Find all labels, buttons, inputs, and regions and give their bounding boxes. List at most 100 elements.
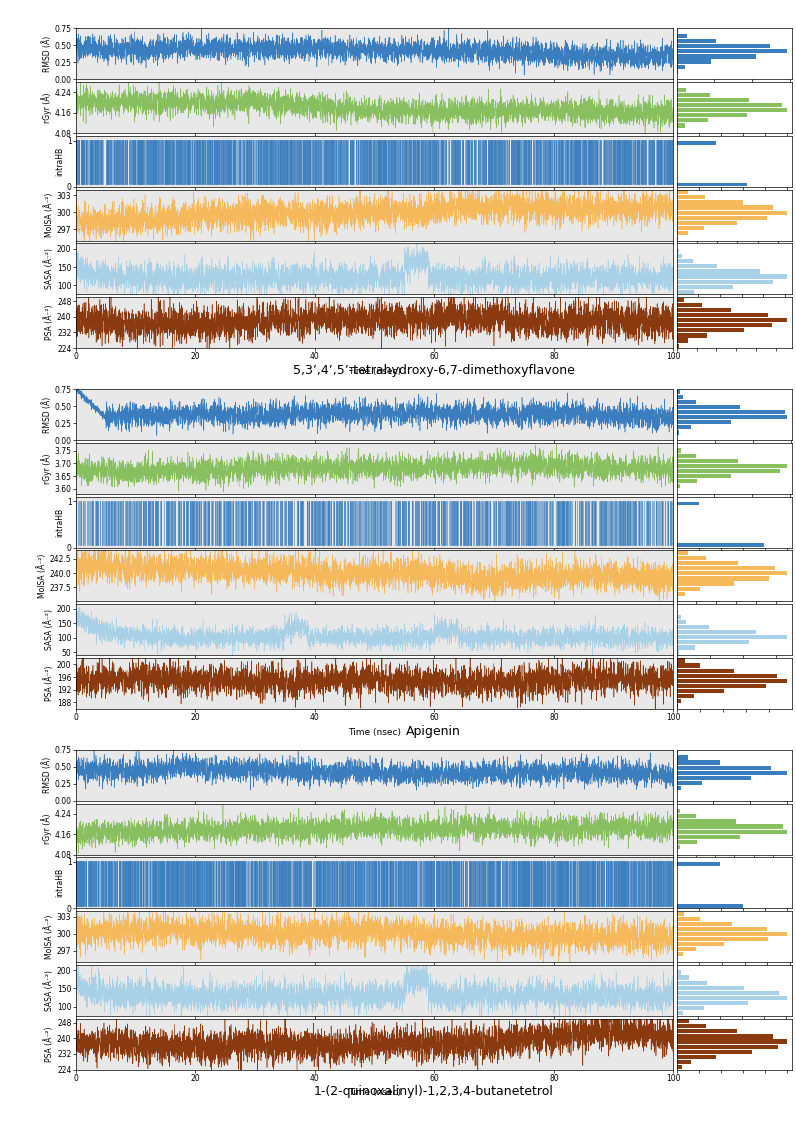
- Bar: [677, 640, 749, 645]
- Bar: [677, 679, 786, 683]
- Bar: [677, 420, 732, 425]
- Bar: [677, 591, 685, 596]
- Bar: [677, 630, 755, 634]
- Bar: [677, 1024, 706, 1029]
- Bar: [677, 195, 705, 199]
- Bar: [677, 226, 704, 230]
- Bar: [677, 215, 767, 220]
- Bar: [677, 44, 771, 48]
- Bar: [677, 469, 780, 473]
- Bar: [677, 279, 773, 284]
- Bar: [677, 771, 786, 775]
- Y-axis label: RMSD (Å): RMSD (Å): [42, 35, 52, 72]
- Bar: [677, 689, 724, 694]
- Bar: [677, 221, 737, 224]
- Bar: [677, 254, 682, 259]
- Bar: [677, 765, 771, 770]
- Bar: [677, 474, 732, 478]
- Bar: [677, 83, 678, 87]
- Bar: [677, 141, 716, 145]
- Bar: [677, 809, 681, 813]
- Y-axis label: MolSA (Å⁻²): MolSA (Å⁻²): [37, 554, 47, 598]
- Bar: [677, 566, 775, 571]
- Y-axis label: SASA (Å⁻²): SASA (Å⁻²): [45, 969, 54, 1010]
- Y-axis label: PSA (Å⁻²): PSA (Å⁻²): [45, 665, 54, 702]
- X-axis label: Time (nsec): Time (nsec): [348, 728, 401, 737]
- Bar: [677, 502, 699, 506]
- Y-axis label: intraHB: intraHB: [55, 868, 64, 898]
- Bar: [677, 118, 708, 123]
- Bar: [677, 415, 786, 419]
- Bar: [677, 829, 786, 834]
- Bar: [677, 562, 738, 565]
- Bar: [677, 646, 696, 649]
- Bar: [677, 289, 694, 294]
- Bar: [677, 819, 736, 823]
- Bar: [677, 431, 679, 434]
- Bar: [677, 587, 700, 591]
- Bar: [677, 103, 782, 107]
- Bar: [677, 264, 717, 269]
- Bar: [677, 615, 681, 618]
- Bar: [677, 480, 696, 483]
- Bar: [677, 231, 688, 235]
- Bar: [677, 270, 760, 273]
- Bar: [677, 55, 755, 58]
- Bar: [677, 344, 679, 347]
- Bar: [677, 200, 743, 205]
- Bar: [677, 49, 786, 54]
- Bar: [677, 556, 706, 560]
- Bar: [677, 260, 693, 263]
- Bar: [677, 658, 685, 663]
- Y-axis label: RMSD (Å): RMSD (Å): [42, 396, 52, 433]
- Bar: [677, 927, 767, 931]
- Bar: [677, 1034, 773, 1039]
- Bar: [677, 835, 739, 838]
- Bar: [677, 551, 688, 555]
- Bar: [677, 459, 739, 462]
- Y-axis label: intraHB: intraHB: [55, 508, 64, 536]
- Y-axis label: rGyr (Å): rGyr (Å): [41, 92, 52, 123]
- Y-axis label: PSA (Å⁻²): PSA (Å⁻²): [45, 305, 54, 341]
- Text: 5,3’,4’,5’-tetrahydroxy-6,7-dimethoxyflavone: 5,3’,4’,5’-tetrahydroxy-6,7-dimethoxyfla…: [293, 364, 575, 377]
- Bar: [677, 425, 690, 429]
- Bar: [677, 98, 749, 103]
- Bar: [677, 338, 688, 343]
- Bar: [677, 932, 786, 936]
- Bar: [677, 966, 678, 969]
- Bar: [677, 274, 786, 279]
- Bar: [677, 1050, 752, 1054]
- Y-axis label: RMSD (Å): RMSD (Å): [42, 757, 52, 794]
- Bar: [677, 952, 683, 957]
- Bar: [677, 904, 743, 908]
- Y-axis label: rGyr (Å): rGyr (Å): [41, 453, 52, 484]
- Bar: [677, 308, 731, 312]
- Bar: [677, 303, 702, 308]
- Bar: [677, 249, 679, 253]
- Bar: [677, 285, 733, 289]
- Bar: [677, 699, 681, 703]
- Bar: [677, 1065, 681, 1070]
- Bar: [677, 751, 678, 754]
- Bar: [677, 318, 786, 322]
- Bar: [677, 1006, 704, 1010]
- Bar: [677, 1044, 778, 1049]
- Y-axis label: PSA (Å⁻²): PSA (Å⁻²): [45, 1026, 54, 1062]
- Bar: [677, 704, 678, 708]
- Bar: [677, 328, 744, 333]
- Bar: [677, 862, 720, 866]
- Bar: [677, 236, 678, 240]
- Bar: [677, 669, 734, 673]
- Bar: [677, 650, 679, 655]
- Bar: [677, 108, 786, 113]
- Bar: [677, 113, 747, 117]
- Bar: [677, 334, 707, 337]
- Bar: [677, 921, 732, 926]
- Text: Apigenin: Apigenin: [407, 724, 461, 738]
- Bar: [677, 211, 786, 215]
- Bar: [677, 636, 786, 639]
- Bar: [677, 776, 751, 780]
- Bar: [677, 400, 696, 404]
- Bar: [677, 781, 702, 785]
- Bar: [677, 981, 708, 985]
